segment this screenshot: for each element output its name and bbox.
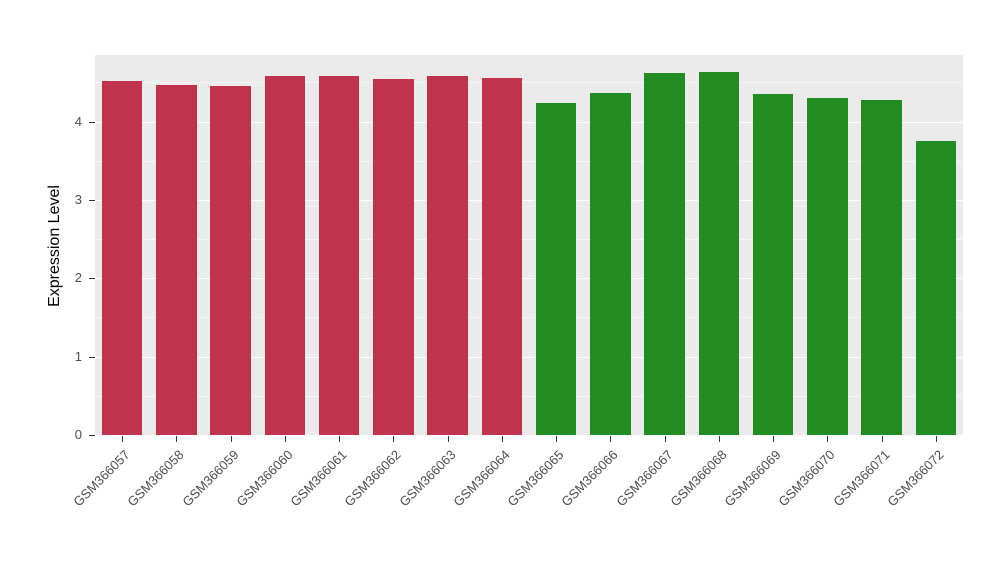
gridline-minor	[95, 82, 963, 84]
x-tick-mark	[556, 436, 558, 442]
x-axis: GSM366057 GSM366058 GSM366059 GSM366060 GSM3…	[71, 436, 963, 580]
bar-GSM366071	[861, 100, 902, 435]
y-tick-label: 3	[74, 191, 82, 207]
x-tick-mark	[610, 436, 612, 442]
bar-GSM366057	[101, 80, 143, 435]
gridline-minor	[95, 395, 963, 397]
x-tick-mark	[935, 436, 937, 442]
x-tick-mark	[447, 436, 449, 442]
x-tick-mark	[176, 436, 178, 442]
gridline-minor	[95, 239, 963, 241]
y-tick-label: 0	[74, 427, 82, 442]
x-tick-mark	[393, 436, 395, 442]
x-tick-mark	[664, 436, 666, 442]
x-tick-mark	[230, 436, 232, 442]
gridline-major	[95, 435, 963, 436]
y-tick-label: 2	[74, 270, 82, 286]
bar-GSM366069	[752, 94, 794, 435]
bar-GSM366061	[318, 76, 360, 435]
gridline-major	[95, 199, 963, 201]
bar-GSM366065	[535, 102, 577, 435]
bar-GSM366072	[915, 141, 957, 435]
gridline-minor	[95, 317, 963, 319]
gridline-major	[95, 356, 963, 358]
x-tick-mark	[773, 436, 775, 442]
y-tick-mark	[89, 121, 95, 123]
bar-GSM366062	[373, 79, 414, 435]
y-tick-mark	[89, 356, 95, 358]
y-tick-label: 4	[74, 113, 82, 129]
bar-GSM366063	[427, 76, 468, 435]
y-tick-mark	[89, 199, 95, 201]
bar-GSM366064	[481, 77, 523, 435]
gridline-minor	[95, 160, 963, 162]
x-tick-mark	[284, 436, 286, 442]
gridline-major	[95, 121, 963, 123]
bar-GSM366070	[807, 98, 848, 435]
y-tick-label: 1	[74, 348, 82, 364]
plot-panel	[95, 55, 963, 436]
y-tick-mark	[89, 278, 95, 280]
x-tick-mark	[718, 436, 720, 442]
y-tick-mark	[89, 435, 95, 436]
gridline-major	[95, 278, 963, 280]
bar-GSM366066	[590, 92, 631, 435]
x-tick-mark	[501, 436, 503, 442]
bar-GSM366067	[644, 73, 685, 435]
x-tick-mark	[339, 436, 341, 442]
bar-GSM366068	[698, 72, 740, 435]
x-tick-mark	[881, 436, 883, 442]
bar-GSM366060	[264, 76, 306, 435]
bar-GSM366059	[210, 86, 251, 435]
x-tick-mark	[122, 436, 124, 442]
y-axis: 0 1 2 3 4	[0, 55, 95, 442]
x-tick-mark	[827, 436, 829, 442]
bar-GSM366058	[156, 84, 197, 435]
